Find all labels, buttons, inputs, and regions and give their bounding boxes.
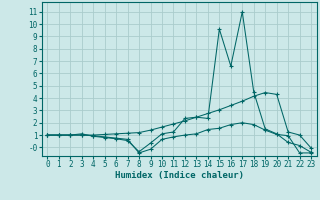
X-axis label: Humidex (Indice chaleur): Humidex (Indice chaleur): [115, 171, 244, 180]
